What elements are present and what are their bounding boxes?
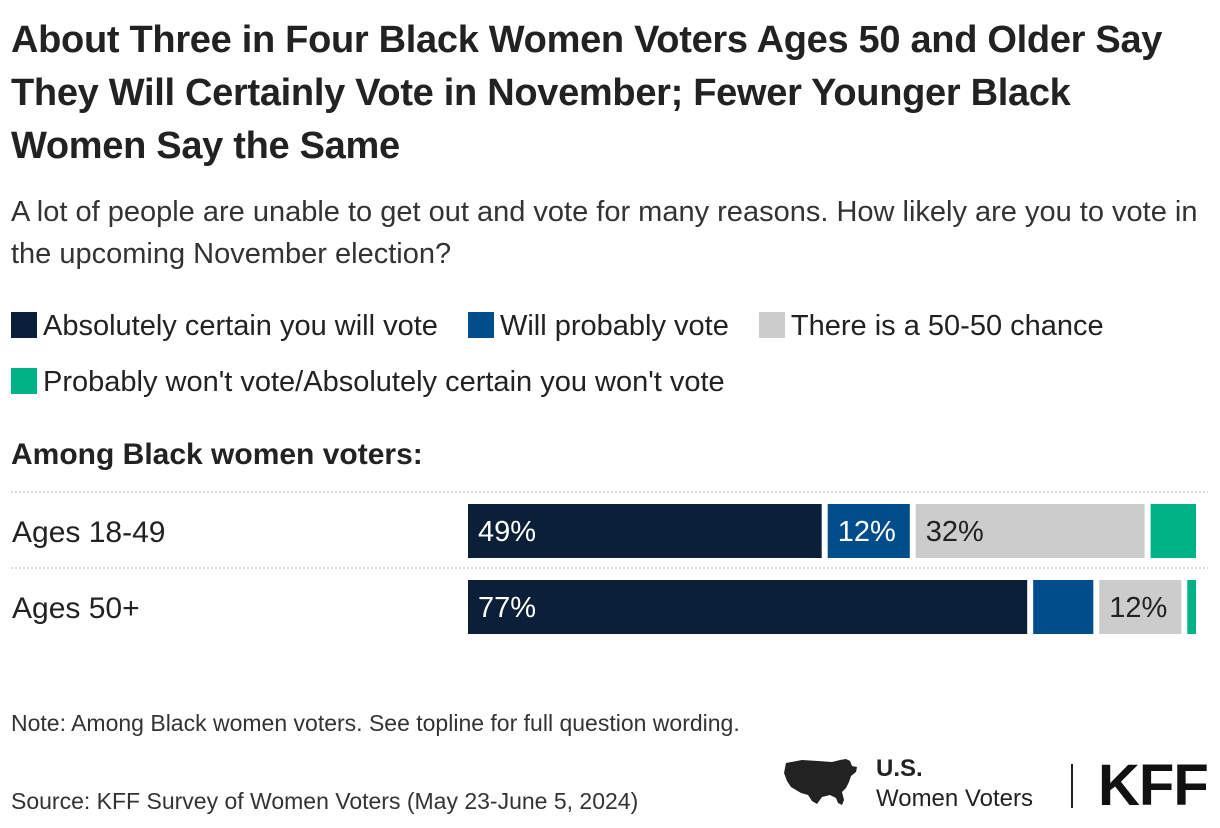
- legend-item-certain: Absolutely certain you will vote: [11, 310, 438, 342]
- bar-segment-0-3: [1150, 504, 1196, 558]
- us-map-icon: [784, 759, 857, 805]
- bar-segment-0-2: [915, 504, 1145, 558]
- brand-line-women-voters: Women Voters: [876, 785, 1033, 812]
- legend-swatch-certain: [11, 312, 37, 338]
- legend-item-wont: Probably won't vote/Absolutely certain y…: [11, 366, 725, 398]
- legend: Absolutely certain you will vote Will pr…: [11, 298, 1191, 410]
- stacked-bar-chart: Ages 18-49 49% 12% 32% Ages 50+ 77% 12%: [11, 491, 1208, 634]
- legend-swatch-probably: [467, 312, 494, 338]
- chart-source: Source: KFF Survey of Women Voters (May …: [11, 788, 639, 814]
- chart-subtitle: A lot of people are unable to get out an…: [11, 196, 1198, 270]
- kff-logo: KFF: [1098, 753, 1209, 818]
- bar-segment-1-0: [468, 580, 1028, 634]
- bar-segment-1-1: [1033, 580, 1094, 634]
- data-label-0-2: 32%: [926, 516, 984, 548]
- legend-swatch-wont: [11, 368, 37, 394]
- legend-label-fifty-fifty: There is a 50-50 chance: [790, 310, 1104, 342]
- legend-item-fifty-fifty: There is a 50-50 chance: [758, 310, 1104, 342]
- data-label-1-2: 12%: [1109, 592, 1167, 624]
- data-label-0-1: 12%: [838, 516, 896, 548]
- brand-text: U.S. Women Voters: [876, 754, 1033, 814]
- group-label: Among Black women voters:: [11, 438, 423, 471]
- chart-note: Note: Among Black women voters. See topl…: [11, 710, 740, 736]
- bar-segment-1-2: [1099, 580, 1182, 634]
- data-label-0-0: 49%: [478, 516, 536, 548]
- legend-label-certain: Absolutely certain you will vote: [43, 310, 438, 342]
- bar-segment-0-0: [468, 504, 822, 558]
- legend-label-wont: Probably won't vote/Absolutely certain y…: [43, 366, 725, 398]
- brand-line-us: U.S.: [876, 755, 923, 782]
- chart-title: About Three in Four Black Women Voters A…: [11, 19, 1163, 167]
- bar-segment-0-1: [827, 504, 910, 558]
- data-label-1-0: 77%: [478, 592, 536, 624]
- brand-divider: [1071, 764, 1073, 808]
- category-label-1: Ages 50+: [12, 592, 140, 625]
- legend-swatch-fifty-fifty: [758, 312, 785, 338]
- legend-label-probably: Will probably vote: [499, 310, 729, 342]
- category-label-0: Ages 18-49: [12, 516, 165, 549]
- bar-segment-1-3: [1187, 580, 1196, 634]
- legend-item-probably: Will probably vote: [467, 310, 729, 342]
